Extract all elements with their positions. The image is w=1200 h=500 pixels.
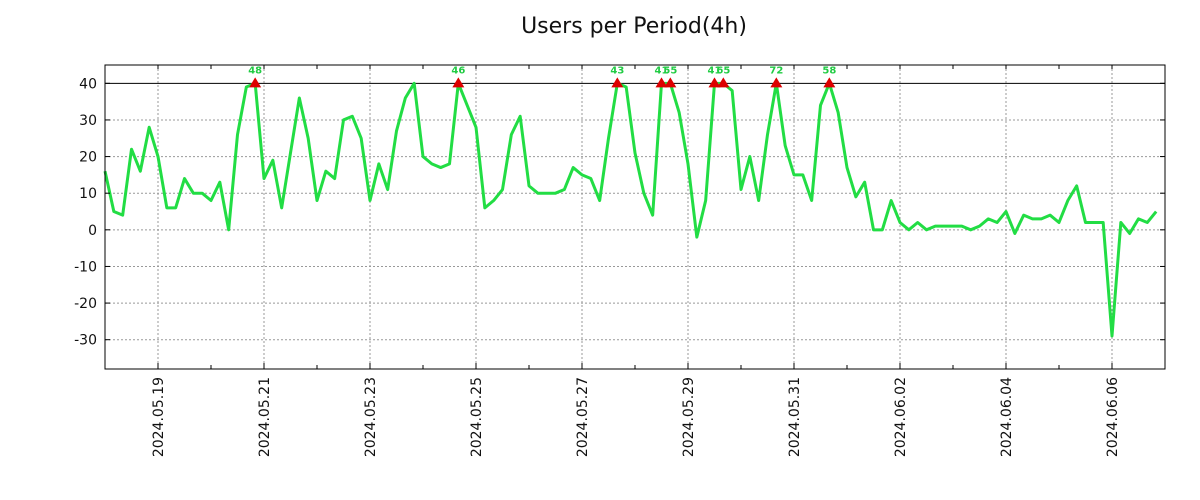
y-tick-label: -10 xyxy=(74,259,97,275)
overflow-marker-label: 43 xyxy=(610,65,624,76)
overflow-marker xyxy=(770,77,783,88)
y-tick-label: 20 xyxy=(79,150,97,166)
x-tick-label: 2024.05.21 xyxy=(257,377,273,457)
overflow-marker xyxy=(717,77,730,88)
y-tick-label: 30 xyxy=(79,113,97,129)
y-tick-label: -20 xyxy=(74,296,97,312)
axes: -30 -20 -10 0 10 20 30 40 2024.05.19 2024.05.21 20… xyxy=(74,64,1166,457)
overflow-marker-label: 55 xyxy=(663,65,677,76)
overflow-marker-label: 65 xyxy=(716,65,730,76)
x-tick-label: 2024.06.02 xyxy=(893,377,909,457)
overflow-marker xyxy=(823,77,836,88)
x-tick-label: 2024.05.27 xyxy=(575,377,591,457)
overflow-marker-label: 72 xyxy=(769,65,783,76)
chart-title: Users per Period(4h) xyxy=(521,14,747,39)
overflow-marker xyxy=(708,77,721,88)
overflow-marker-label: 46 xyxy=(451,65,465,76)
x-tick-label: 2024.05.29 xyxy=(681,377,697,457)
x-tick-label: 2024.05.25 xyxy=(469,377,485,457)
series-layer xyxy=(103,81,1158,338)
overflow-marker-label: 48 xyxy=(248,65,262,76)
overflow-marker xyxy=(452,77,465,88)
overflow-marker xyxy=(655,77,668,88)
overflow-marker xyxy=(664,77,677,88)
y-tick-label: 40 xyxy=(79,76,97,92)
series-line-users xyxy=(103,81,1158,338)
overflow-marker-label: 58 xyxy=(822,65,836,76)
y-tick-label: -30 xyxy=(74,333,97,349)
y-tick-label: 0 xyxy=(88,223,97,239)
y-tick-label: 10 xyxy=(79,186,97,202)
overflow-marker xyxy=(249,77,262,88)
overflow-marker-label: 41 xyxy=(655,65,669,76)
plot-frame xyxy=(104,64,1166,370)
x-tick-label: 2024.05.31 xyxy=(787,377,803,457)
x-tick-label: 2024.05.19 xyxy=(151,377,167,457)
x-tick-label: 2024.06.04 xyxy=(999,377,1015,457)
x-tick-label: 2024.06.06 xyxy=(1105,377,1121,457)
grid xyxy=(105,65,1165,369)
overflow-marker-label: 41 xyxy=(708,65,722,76)
overflow-marker xyxy=(611,77,624,88)
x-tick-label: 2024.05.23 xyxy=(363,377,379,457)
